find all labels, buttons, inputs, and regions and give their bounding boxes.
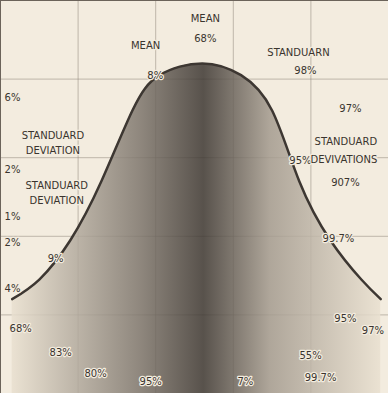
svg-text:MEAN: MEAN — [131, 40, 160, 51]
svg-text:83%: 83% — [50, 347, 72, 358]
svg-text:STANDUARD: STANDUARD — [22, 130, 85, 141]
svg-text:DEVIATION: DEVIATION — [26, 145, 80, 156]
svg-text:MEAN: MEAN — [191, 13, 220, 24]
svg-text:4%: 4% — [5, 283, 21, 294]
svg-text:99.7%: 99.7% — [323, 233, 355, 244]
svg-text:55%: 55% — [299, 350, 321, 361]
svg-text:2%: 2% — [5, 237, 21, 248]
svg-text:907%: 907% — [331, 177, 360, 188]
svg-text:95%: 95% — [140, 376, 162, 387]
svg-text:8%: 8% — [147, 70, 163, 81]
svg-text:97%: 97% — [339, 103, 361, 114]
svg-text:STANDUARD: STANDUARD — [26, 180, 89, 191]
svg-text:DEVIATION: DEVIATION — [30, 195, 84, 206]
svg-text:1%: 1% — [5, 211, 21, 222]
svg-text:97%: 97% — [362, 325, 384, 336]
svg-text:9%: 9% — [48, 253, 64, 264]
svg-text:98%: 98% — [294, 65, 316, 76]
svg-text:68%: 68% — [194, 33, 216, 44]
svg-text:DEVIVATIONS: DEVIVATIONS — [310, 154, 377, 165]
svg-text:STANDUARN: STANDUARN — [267, 47, 329, 58]
svg-text:95%: 95% — [289, 155, 311, 166]
svg-text:7%: 7% — [237, 376, 253, 387]
svg-text:6%: 6% — [5, 92, 21, 103]
svg-text:80%: 80% — [84, 368, 106, 379]
svg-text:99.7%: 99.7% — [305, 372, 337, 383]
svg-text:STANDUARD: STANDUARD — [315, 136, 378, 147]
svg-text:68%: 68% — [10, 323, 32, 334]
svg-text:2%: 2% — [5, 164, 21, 175]
svg-text:95%: 95% — [334, 313, 356, 324]
